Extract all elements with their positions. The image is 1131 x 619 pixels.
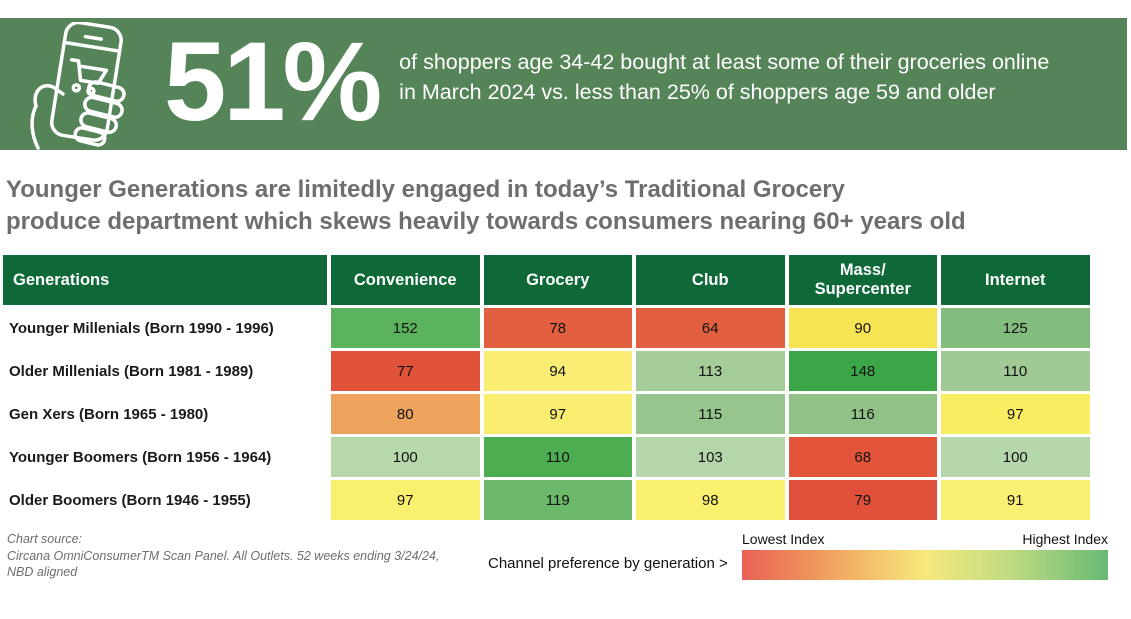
infographic-page: 51% of shoppers age 34-42 bought at leas… [0,18,1131,619]
column-header-internet: Internet [941,255,1090,306]
stat-banner: 51% of shoppers age 34-42 bought at leas… [0,18,1127,150]
heatmap-cell: 77 [331,351,480,392]
heatmap-cell: 97 [941,394,1090,435]
heatmap-cell: 98 [636,480,785,521]
heatmap-cell: 79 [788,480,937,521]
row-label: Older Millenials (Born 1981 - 1989) [3,351,327,392]
chart-source-label: Chart source: [7,532,83,547]
chart-source: Chart source: Circana OmniConsumerTM Sca… [0,531,488,581]
heatmap-cell: 97 [483,394,632,435]
heatmap-cell: 110 [483,437,632,478]
heatmap-cell: 113 [636,351,785,392]
heatmap-cell: 94 [483,351,632,392]
heatmap-cell: 119 [483,480,632,521]
heatmap-cell: 100 [331,437,480,478]
heatmap-cell: 115 [636,394,785,435]
heatmap-cell: 152 [331,308,480,349]
phone-shopping-cart-icon [0,18,150,150]
footer: Chart source: Circana OmniConsumerTM Sca… [0,531,1131,581]
column-header-grocery: Grocery [483,255,632,306]
legend-highest-label: Highest Index [1022,531,1108,548]
page-title: Younger Generations are limitedly engage… [6,174,1131,237]
column-header-convenience: Convenience [331,255,480,306]
color-legend: Lowest Index Highest Index [742,531,1108,581]
heatmap-cell: 90 [788,308,937,349]
row-label: Younger Boomers (Born 1956 - 1964) [3,437,327,478]
stat-description-line1: of shoppers age 34-42 bought at least so… [399,50,1050,75]
stat-description: of shoppers age 34-42 bought at least so… [399,48,1049,107]
heatmap-cell: 64 [636,308,785,349]
legend-note: Channel preference by generation > [488,555,728,573]
heatmap-table: Generations Convenience Grocery Club Mas… [3,255,1108,521]
column-header-generations: Generations [3,255,327,306]
heatmap-cell: 78 [483,308,632,349]
heatmap-cell: 68 [788,437,937,478]
chart-source-line2: NBD aligned [7,565,78,580]
heatmap-cell: 103 [636,437,785,478]
row-label: Younger Millenials (Born 1990 - 1996) [3,308,327,349]
heatmap-cell: 91 [941,480,1090,521]
heatmap-cell: 80 [331,394,480,435]
chart-source-line1: Circana OmniConsumerTM Scan Panel. All O… [7,548,440,563]
row-label: Older Boomers (Born 1946 - 1955) [3,480,327,521]
column-header-club: Club [636,255,785,306]
legend-gradient-bar [742,550,1108,581]
legend-lowest-label: Lowest Index [742,531,825,548]
page-title-line2: produce department which skews heavily t… [6,207,966,235]
heatmap-cell: 110 [941,351,1090,392]
heatmap-cell: 125 [941,308,1090,349]
row-label: Gen Xers (Born 1965 - 1980) [3,394,327,435]
stat-value: 51% [164,19,382,144]
page-title-line1: Younger Generations are limitedly engage… [6,176,845,203]
heatmap-cell: 97 [331,480,480,521]
heatmap-cell: 148 [788,351,937,392]
heatmap-cell: 100 [941,437,1090,478]
heatmap-cell: 116 [788,394,937,435]
column-header-mass-supercenter: Mass/ Supercenter [788,255,937,306]
stat-description-line2: in March 2024 vs. less than 25% of shopp… [399,80,996,104]
